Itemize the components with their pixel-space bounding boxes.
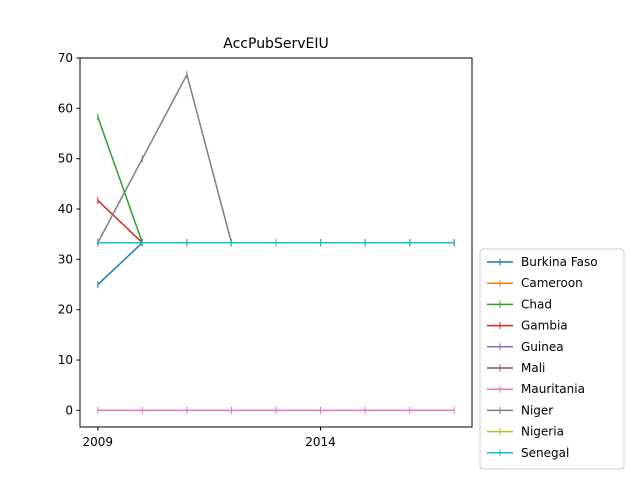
legend-label: Cameroon [521,276,583,290]
legend-item: Mali [487,361,545,375]
y-tick-label: 50 [58,152,73,166]
legend-item: Guinea [487,340,564,354]
series-7 [97,406,455,414]
series-4 [97,196,455,247]
plot-area [79,57,473,428]
series-10 [97,239,455,247]
y-tick-label: 30 [58,252,73,266]
series-line [97,242,455,286]
x-tick-label: 2009 [83,435,114,449]
legend-item: Cameroon [487,276,583,290]
x-tick-label: 2014 [305,435,336,449]
y-tick-label: 20 [58,303,73,317]
legend-frame [479,248,625,470]
legend-item: Chad [487,297,552,311]
legend: Burkina Faso Cameroon Chad Gambia Guinea Mali… [479,248,625,470]
series-3 [97,113,455,247]
legend-label: Mauritania [521,382,585,396]
legend-item: Niger [487,403,553,417]
legend-label: Mali [521,361,545,375]
y-tick-label: 40 [58,202,73,216]
series-line [97,116,455,244]
legend-label: Senegal [521,446,569,460]
legend-item: Mauritania [487,382,585,396]
legend-label: Gambia [521,319,568,333]
legend-label: Chad [521,297,552,311]
y-tick-label: 10 [58,353,73,367]
series-line [97,72,455,244]
series-line [97,199,455,244]
legend-item: Gambia [487,319,568,333]
legend-item: Nigeria [487,425,564,439]
chart-title: AccPubServEIU [223,36,328,52]
y-axis: 0 10 20 30 40 50 60 70 [58,51,80,417]
legend-item: Burkina Faso [487,255,598,269]
y-tick-label: 0 [65,403,73,417]
y-tick-label: 70 [58,51,73,65]
legend-label: Niger [521,403,553,417]
y-tick-label: 60 [58,101,73,115]
series-1 [97,239,455,289]
legend-label: Guinea [521,340,564,354]
legend-label: Burkina Faso [521,255,598,269]
legend-item: Senegal [487,446,569,460]
plot-frame [79,57,473,428]
series-8 [97,71,455,247]
legend-label: Nigeria [521,425,564,439]
x-axis: 2009 2014 [83,427,336,449]
